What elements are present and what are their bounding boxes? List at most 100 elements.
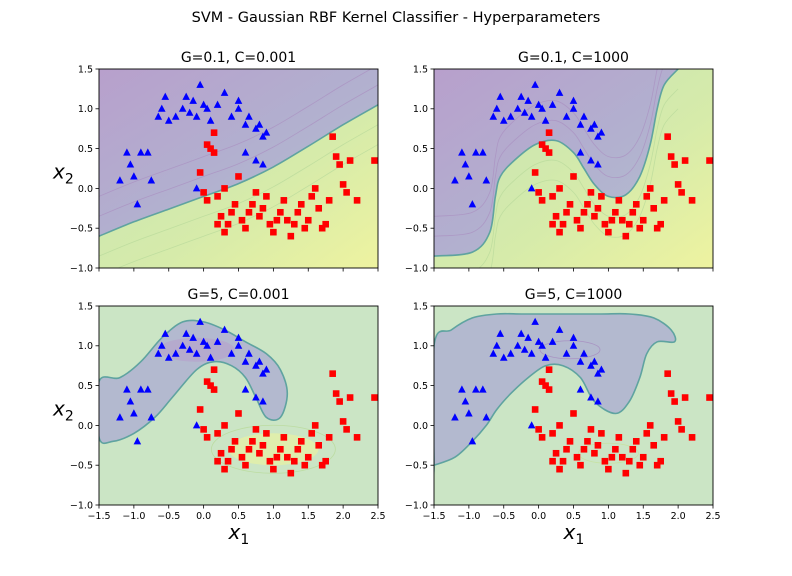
point-class-1	[612, 209, 619, 216]
x-tick-label: −0.5	[157, 511, 180, 522]
point-class-1	[556, 229, 563, 236]
point-class-1	[595, 442, 602, 449]
point-class-1	[291, 221, 298, 228]
point-class-1	[657, 221, 664, 228]
point-class-1	[636, 462, 643, 469]
point-class-1	[591, 213, 598, 220]
y-tick-label: 0.5	[78, 381, 93, 392]
point-class-1	[288, 233, 295, 240]
point-class-1	[249, 438, 256, 445]
point-class-1	[204, 378, 211, 385]
point-class-1	[277, 209, 284, 216]
point-class-1	[308, 430, 315, 437]
point-class-1	[214, 193, 221, 200]
x-tick-label: 1.5	[301, 511, 316, 522]
point-class-1	[336, 398, 343, 405]
point-class-1	[636, 225, 643, 232]
y-tick-label: 0.0	[78, 184, 93, 195]
x-tick-label: −1.0	[122, 511, 145, 522]
point-class-1	[232, 201, 239, 208]
y-tick-label: 1.5	[78, 64, 93, 75]
point-class-1	[232, 438, 239, 445]
point-class-1	[588, 426, 595, 433]
point-class-1	[326, 197, 333, 204]
point-class-1	[256, 450, 263, 457]
point-class-1	[650, 205, 657, 212]
point-class-1	[629, 209, 636, 216]
point-class-1	[326, 434, 333, 441]
point-class-1	[211, 149, 218, 156]
point-class-1	[322, 458, 329, 465]
point-class-1	[242, 462, 249, 469]
point-class-1	[281, 434, 288, 441]
y-tick-label: 0.5	[413, 381, 428, 392]
point-class-1	[584, 438, 591, 445]
y-tick-label: 0.5	[413, 144, 428, 155]
point-class-1	[291, 458, 298, 465]
subplot-1: −1.0−0.50.00.51.01.5G=0.1, C=0.001x2	[52, 50, 378, 276]
point-class-1	[623, 233, 630, 240]
point-class-1	[347, 157, 354, 164]
point-class-1	[221, 466, 228, 473]
point-class-1	[211, 386, 218, 393]
subplot-title: G=0.1, C=0.001	[181, 50, 296, 66]
point-class-1	[204, 141, 211, 148]
subplot-title: G=0.1, C=1000	[518, 50, 629, 66]
plot-area	[432, 306, 713, 505]
point-class-1	[539, 378, 546, 385]
point-class-1	[274, 217, 281, 224]
point-class-1	[605, 229, 612, 236]
point-class-1	[214, 430, 221, 437]
point-class-1	[225, 458, 232, 465]
x-tick-label: 0.0	[531, 511, 546, 522]
point-class-1	[340, 418, 347, 425]
point-class-1	[347, 394, 354, 401]
point-class-1	[706, 394, 713, 401]
point-class-1	[633, 201, 640, 208]
point-class-1	[556, 185, 563, 192]
x-tick-label: 2.5	[705, 511, 720, 522]
point-class-1	[647, 422, 654, 429]
point-class-1	[689, 434, 696, 441]
point-class-1	[581, 209, 588, 216]
point-class-1	[588, 189, 595, 196]
point-class-1	[315, 205, 322, 212]
point-class-1	[612, 446, 619, 453]
point-class-1	[570, 173, 577, 180]
point-class-1	[284, 217, 291, 224]
point-class-1	[197, 406, 204, 413]
point-class-1	[602, 458, 609, 465]
point-class-1	[256, 213, 263, 220]
x-tick-label: 1.5	[636, 511, 651, 522]
point-class-1	[211, 129, 218, 136]
point-class-1	[221, 422, 228, 429]
point-class-1	[371, 157, 378, 164]
point-class-1	[623, 470, 630, 477]
point-class-1	[549, 458, 556, 465]
point-class-1	[343, 426, 350, 433]
point-class-1	[567, 438, 574, 445]
point-class-1	[609, 217, 616, 224]
point-class-1	[308, 193, 315, 200]
point-class-1	[678, 426, 685, 433]
point-class-1	[682, 157, 689, 164]
point-class-1	[539, 141, 546, 148]
point-class-1	[633, 438, 640, 445]
x-axis-label: x1	[228, 520, 250, 548]
point-class-1	[605, 466, 612, 473]
y-tick-label: −1.0	[405, 500, 428, 511]
point-class-1	[563, 446, 570, 453]
point-class-1	[263, 430, 270, 437]
point-class-1	[253, 426, 260, 433]
point-class-1	[274, 454, 281, 461]
point-class-1	[581, 446, 588, 453]
point-class-1	[668, 390, 675, 397]
point-class-1	[225, 221, 232, 228]
point-class-1	[560, 458, 567, 465]
point-class-1	[333, 153, 340, 160]
y-tick-label: 1.5	[78, 301, 93, 312]
point-class-1	[294, 209, 301, 216]
point-class-1	[563, 209, 570, 216]
y-tick-label: −1.0	[70, 263, 93, 274]
